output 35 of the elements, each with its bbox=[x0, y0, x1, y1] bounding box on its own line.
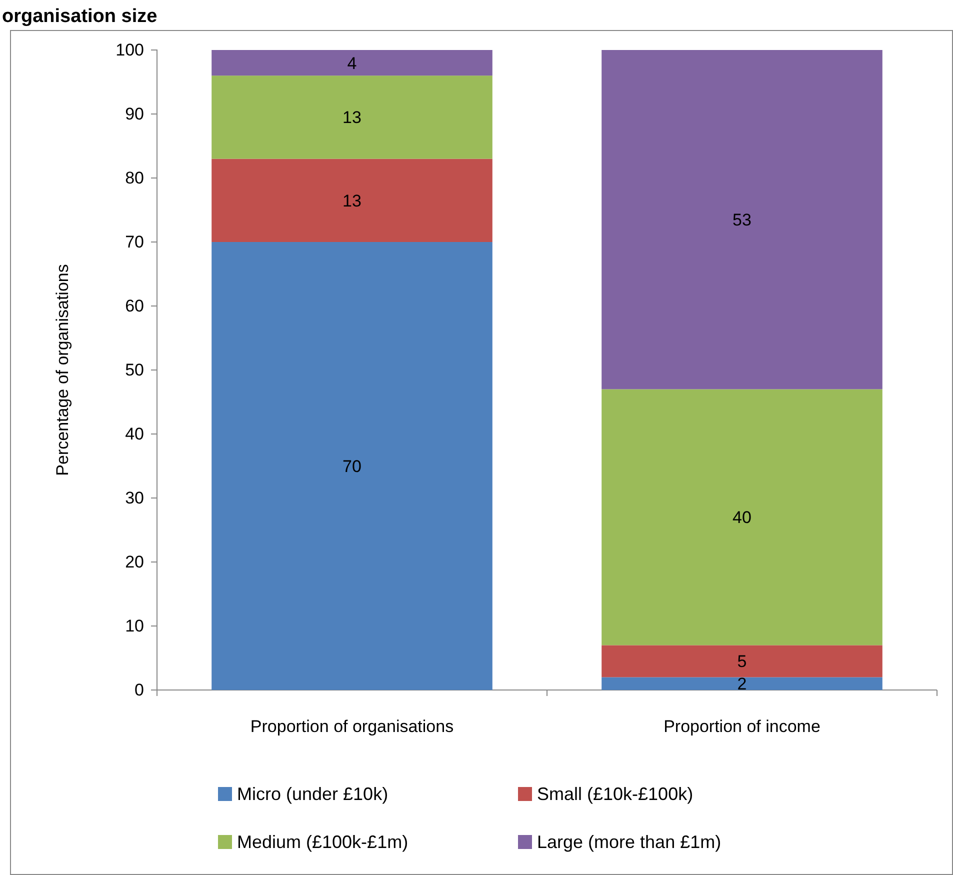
y-tick-label: 70 bbox=[125, 232, 144, 252]
bar bbox=[602, 50, 882, 390]
legend-label: Micro (under £10k) bbox=[237, 784, 388, 804]
data-label: 4 bbox=[347, 54, 357, 73]
y-tick-label: 20 bbox=[125, 552, 144, 572]
legend-label: Small (£10k-£100k) bbox=[537, 784, 694, 804]
bar bbox=[602, 389, 882, 646]
y-tick-label: 90 bbox=[125, 104, 144, 124]
bar bbox=[212, 242, 492, 690]
bar bbox=[602, 677, 882, 690]
x-tick-label: Proportion of income bbox=[664, 717, 820, 736]
data-label: 13 bbox=[342, 108, 362, 128]
bar bbox=[602, 645, 882, 678]
legend-label: Medium (£100k-£1m) bbox=[237, 832, 408, 852]
bar bbox=[212, 76, 492, 159]
y-tick-label: 50 bbox=[125, 360, 144, 380]
data-label: 13 bbox=[342, 191, 362, 210]
y-tick-label: 0 bbox=[134, 680, 144, 700]
bar bbox=[212, 158, 492, 242]
chart-title: organisation size bbox=[2, 6, 158, 27]
y-tick-label: 30 bbox=[125, 488, 144, 508]
legend-label: Large (more than £1m) bbox=[537, 832, 722, 852]
y-axis-title: Percentage of organisations bbox=[53, 264, 72, 476]
y-tick-label: 80 bbox=[125, 168, 144, 188]
data-label: 2 bbox=[737, 674, 747, 694]
data-label: 53 bbox=[732, 210, 752, 230]
y-tick-label: 10 bbox=[125, 616, 144, 636]
y-tick-label: 100 bbox=[116, 40, 144, 60]
data-label: 70 bbox=[342, 457, 362, 476]
y-tick-label: 40 bbox=[125, 424, 144, 444]
data-label: 5 bbox=[737, 652, 747, 672]
x-tick-label: Proportion of organisations bbox=[250, 717, 454, 736]
data-label: 40 bbox=[732, 508, 752, 528]
y-tick-label: 60 bbox=[125, 296, 144, 316]
bar bbox=[212, 50, 492, 76]
